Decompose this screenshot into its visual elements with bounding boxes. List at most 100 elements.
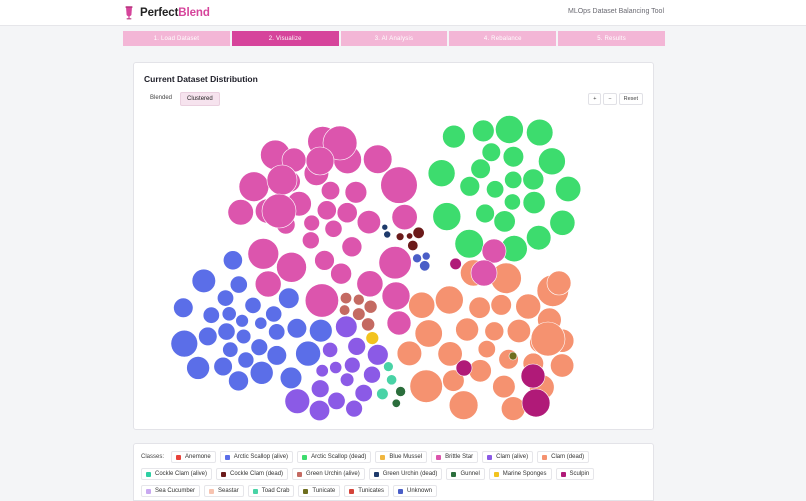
cluster-bubble[interactable] xyxy=(481,238,507,264)
cluster-bubble[interactable] xyxy=(407,240,419,252)
cluster-bubble[interactable] xyxy=(235,314,249,328)
cluster-bubble[interactable] xyxy=(550,353,575,378)
cluster-bubble[interactable] xyxy=(217,322,236,341)
cluster-bubble[interactable] xyxy=(376,387,389,401)
cluster-bubble[interactable] xyxy=(506,318,531,343)
cluster-bubble[interactable] xyxy=(432,202,462,231)
cluster-bubble[interactable] xyxy=(250,338,269,356)
cluster-bubble[interactable] xyxy=(492,375,516,399)
cluster-bubble[interactable] xyxy=(396,340,423,367)
zoom-out-button[interactable]: − xyxy=(603,93,617,105)
legend-item[interactable]: Anemone xyxy=(171,451,216,463)
cluster-bubble[interactable] xyxy=(486,180,505,199)
cluster-bubble[interactable] xyxy=(223,250,243,271)
cluster-bubble[interactable] xyxy=(555,176,582,203)
cluster-bubble[interactable] xyxy=(434,285,464,315)
legend-item[interactable]: Clam (dead) xyxy=(537,451,590,463)
cluster-bubble[interactable] xyxy=(363,144,393,174)
cluster-bubble[interactable] xyxy=(339,304,351,316)
cluster-bubble[interactable] xyxy=(304,283,339,318)
cluster-bubble[interactable] xyxy=(470,158,491,179)
cluster-bubble[interactable] xyxy=(408,291,436,319)
legend-item[interactable]: Toad Crab xyxy=(247,485,295,497)
cluster-bubble[interactable] xyxy=(455,317,479,342)
legend-item[interactable]: Gunnel xyxy=(446,468,485,480)
cluster-bubble[interactable] xyxy=(538,147,566,176)
cluster-bubble[interactable] xyxy=(421,251,431,261)
cluster-bubble[interactable] xyxy=(324,219,343,238)
cluster-bubble[interactable] xyxy=(383,230,391,239)
cluster-bubble[interactable] xyxy=(340,372,355,387)
cluster-bubble[interactable] xyxy=(347,337,366,356)
brand-logo[interactable]: PerfectBlend xyxy=(124,4,210,22)
cluster-bubble[interactable] xyxy=(442,369,465,392)
cluster-bubble[interactable] xyxy=(228,370,249,392)
cluster-bubble[interactable] xyxy=(284,388,311,414)
cluster-bubble[interactable] xyxy=(468,296,491,319)
cluster-bubble[interactable] xyxy=(395,386,406,397)
cluster-bubble[interactable] xyxy=(386,374,397,386)
cluster-bubble[interactable] xyxy=(266,164,298,196)
cluster-bubble[interactable] xyxy=(278,287,300,309)
legend-item[interactable]: Clam (alive) xyxy=(482,451,534,463)
cluster-bubble[interactable] xyxy=(468,359,492,383)
cluster-bubble[interactable] xyxy=(286,318,307,339)
cluster-bubble[interactable] xyxy=(321,181,341,201)
cluster-bubble[interactable] xyxy=(213,356,233,377)
cluster-bubble[interactable] xyxy=(448,390,479,420)
legend-item[interactable]: Marine Sponges xyxy=(488,468,552,480)
cluster-bubble[interactable] xyxy=(526,118,554,147)
cluster-bubble[interactable] xyxy=(419,260,431,272)
cluster-bubble[interactable] xyxy=(365,331,380,345)
legend-item[interactable]: Tunicate xyxy=(298,485,341,497)
cluster-bubble[interactable] xyxy=(522,191,546,215)
cluster-bubble[interactable] xyxy=(314,250,335,271)
cluster-bubble[interactable] xyxy=(316,200,337,221)
cluster-bubble[interactable] xyxy=(427,159,456,187)
cluster-bubble[interactable] xyxy=(302,231,320,250)
cluster-bubble[interactable] xyxy=(202,306,220,324)
cluster-bubble[interactable] xyxy=(356,270,384,298)
cluster-bubble[interactable] xyxy=(409,369,443,403)
clustered-view-button[interactable]: Clustered xyxy=(180,92,220,106)
legend-item[interactable]: Sea Cucumber xyxy=(141,485,201,497)
cluster-bubble[interactable] xyxy=(309,319,333,343)
legend-item[interactable]: Arctic Scallop (alive) xyxy=(219,451,294,463)
cluster-bubble[interactable] xyxy=(442,124,466,149)
cluster-bubble[interactable] xyxy=(254,316,268,330)
legend-item[interactable]: Cockle Clam (dead) xyxy=(216,468,289,480)
cluster-bubble[interactable] xyxy=(227,199,254,226)
cluster-bubble[interactable] xyxy=(378,246,412,280)
cluster-bubble[interactable] xyxy=(449,257,462,270)
cluster-bubble[interactable] xyxy=(361,317,375,332)
cluster-bubble[interactable] xyxy=(238,171,270,202)
cluster-bubble[interactable] xyxy=(247,238,280,270)
cluster-bubble[interactable] xyxy=(198,326,218,347)
cluster-bubble[interactable] xyxy=(549,209,576,236)
cluster-bubble[interactable] xyxy=(341,236,363,258)
legend-item[interactable]: Brittle Star xyxy=(431,451,479,463)
cluster-bubble[interactable] xyxy=(266,345,287,366)
cluster-bubble[interactable] xyxy=(261,193,297,229)
cluster-bubble[interactable] xyxy=(336,202,358,224)
cluster-bubble[interactable] xyxy=(454,229,484,259)
step-load-dataset[interactable]: 1. Load Dataset xyxy=(123,31,230,46)
legend-item[interactable]: Seastar xyxy=(204,485,244,497)
legend-item[interactable]: Blue Mussel xyxy=(375,451,428,463)
cluster-bubble[interactable] xyxy=(437,341,463,367)
cluster-bubble[interactable] xyxy=(490,294,512,316)
cluster-bubble[interactable] xyxy=(356,210,381,235)
cluster-bubble[interactable] xyxy=(522,168,545,191)
cluster-bubble[interactable] xyxy=(276,252,307,283)
cluster-bubble[interactable] xyxy=(414,319,443,348)
cluster-bubble[interactable] xyxy=(335,315,358,338)
cluster-bubble-chart[interactable] xyxy=(134,63,654,430)
cluster-bubble[interactable] xyxy=(503,193,521,211)
cluster-bubble[interactable] xyxy=(353,293,365,306)
cluster-bubble[interactable] xyxy=(367,344,389,366)
cluster-bubble[interactable] xyxy=(344,356,361,374)
cluster-bubble[interactable] xyxy=(309,399,331,421)
cluster-bubble[interactable] xyxy=(412,226,425,239)
cluster-bubble[interactable] xyxy=(493,210,516,233)
cluster-bubble[interactable] xyxy=(311,379,330,398)
